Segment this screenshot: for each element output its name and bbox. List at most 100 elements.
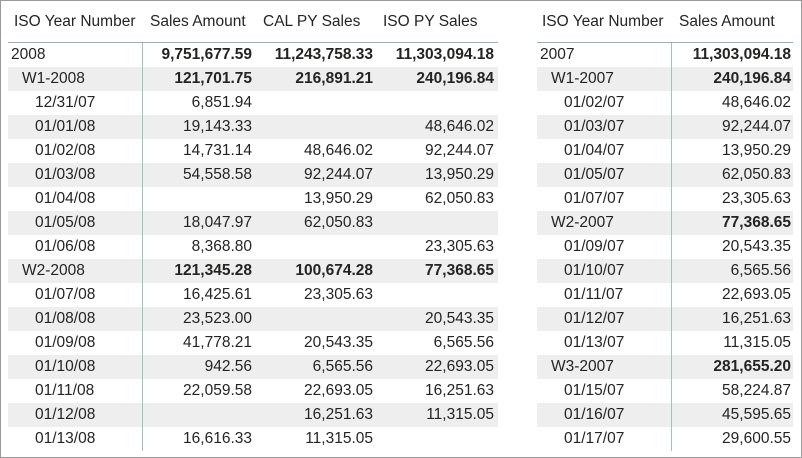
row-label: W3-2007 xyxy=(551,358,614,375)
row-label: 12/31/07 xyxy=(35,94,96,111)
row-label: 01/10/08 xyxy=(35,358,96,375)
table-row[interactable]: W1-2007 240,196.84 xyxy=(537,67,793,91)
cell-sales-amount: 22,059.58 xyxy=(183,382,252,399)
row-label: W1-2008 xyxy=(22,70,85,87)
row-label: 01/03/08 xyxy=(35,166,96,183)
cell-iso-py-sales: 48,646.02 xyxy=(425,118,494,135)
matrix-header: ISO Year Number Sales Amount CAL PY Sale… xyxy=(8,1,498,43)
cell-sales-amount: 281,655.20 xyxy=(713,358,791,375)
table-row[interactable]: 01/01/08 19,143.33 48,646.02 xyxy=(8,115,498,139)
row-label: 01/02/07 xyxy=(564,94,625,111)
header-sales-amount[interactable]: Sales Amount xyxy=(150,13,246,30)
header-iso-year-number[interactable]: ISO Year Number xyxy=(14,13,136,30)
table-row[interactable]: 01/09/08 41,778.21 20,543.35 6,565.56 xyxy=(8,331,498,355)
table-row[interactable]: 01/03/08 54,558.58 92,244.07 13,950.29 xyxy=(8,163,498,187)
row-label: 2008 xyxy=(11,46,46,63)
row-label: 01/11/07 xyxy=(564,286,624,303)
cell-sales-amount: 9,751,677.59 xyxy=(161,46,252,63)
row-label: 01/05/08 xyxy=(35,214,96,231)
row-label: 01/12/08 xyxy=(35,406,96,423)
table-row[interactable]: 01/12/07 16,251.63 xyxy=(537,307,793,331)
table-row[interactable]: 01/06/08 8,368.80 23,305.63 xyxy=(8,235,498,259)
table-row[interactable]: 01/03/07 92,244.07 xyxy=(537,115,793,139)
table-row[interactable]: 01/05/07 62,050.83 xyxy=(537,163,793,187)
row-label: 01/17/07 xyxy=(564,430,625,447)
table-row[interactable]: 01/11/07 22,693.05 xyxy=(537,283,793,307)
cell-sales-amount: 14,731.14 xyxy=(183,142,252,159)
table-row[interactable]: 01/02/07 48,646.02 xyxy=(537,91,793,115)
cell-iso-py-sales: 11,315.05 xyxy=(426,406,494,423)
cell-sales-amount: 92,244.07 xyxy=(722,118,791,135)
row-label: 01/16/07 xyxy=(564,406,625,423)
header-iso-year-number[interactable]: ISO Year Number xyxy=(542,13,664,30)
table-row[interactable]: 01/02/08 14,731.14 48,646.02 92,244.07 xyxy=(8,139,498,163)
cell-cal-py-sales: 92,244.07 xyxy=(304,166,373,183)
header-iso-py-sales[interactable]: ISO PY Sales xyxy=(383,13,478,30)
table-row[interactable]: 01/10/08 942.56 6,565.56 22,693.05 xyxy=(8,355,498,379)
row-label: 01/07/08 xyxy=(35,286,96,303)
cell-sales-amount: 13,950.29 xyxy=(722,142,791,159)
matrix-header: ISO Year Number Sales Amount xyxy=(537,1,793,43)
row-label: 01/06/08 xyxy=(35,238,96,255)
table-row[interactable]: 01/07/08 16,425.61 23,305.63 xyxy=(8,283,498,307)
table-row[interactable]: 01/09/07 20,543.35 xyxy=(537,235,793,259)
cell-iso-py-sales: 23,305.63 xyxy=(425,238,494,255)
table-row[interactable]: 01/12/08 16,251.63 11,315.05 xyxy=(8,403,498,427)
table-row[interactable]: 01/10/07 6,565.56 xyxy=(537,259,793,283)
matrix-body: 2007 11,303,094.18 W1-2007 240,196.84 01/02/… xyxy=(537,43,793,451)
table-row[interactable]: W2-2007 77,368.65 xyxy=(537,211,793,235)
row-label: 01/12/07 xyxy=(564,310,625,327)
row-label: 01/01/08 xyxy=(35,118,96,135)
cell-sales-amount: 16,251.63 xyxy=(722,310,791,327)
table-row[interactable]: 01/11/08 22,059.58 22,693.05 16,251.63 xyxy=(8,379,498,403)
matrix-body: 2008 9,751,677.59 11,243,758.33 11,303,094.… xyxy=(8,43,498,451)
table-row[interactable]: W1-2008 121,701.75 216,891.21 240,196.84 xyxy=(8,67,498,91)
cell-sales-amount: 62,050.83 xyxy=(722,166,791,183)
cell-sales-amount: 22,693.05 xyxy=(722,286,791,303)
row-label: 01/13/08 xyxy=(35,430,96,447)
table-row[interactable]: 01/04/07 13,950.29 xyxy=(537,139,793,163)
row-label: W2-2008 xyxy=(22,262,85,279)
cell-cal-py-sales: 13,950.29 xyxy=(304,190,373,207)
table-row[interactable]: 01/07/07 23,305.63 xyxy=(537,187,793,211)
cell-sales-amount: 23,305.63 xyxy=(722,190,791,207)
table-row[interactable]: 01/04/08 13,950.29 62,050.83 xyxy=(8,187,498,211)
cell-cal-py-sales: 216,891.21 xyxy=(295,70,373,87)
cell-cal-py-sales: 20,543.35 xyxy=(304,334,373,351)
row-label: 01/09/07 xyxy=(564,238,625,255)
table-row[interactable]: 01/08/08 23,523.00 20,543.35 xyxy=(8,307,498,331)
table-row[interactable]: 01/16/07 45,595.65 xyxy=(537,403,793,427)
cell-sales-amount: 16,616.33 xyxy=(183,430,252,447)
header-cal-py-sales[interactable]: CAL PY Sales xyxy=(263,13,361,30)
cell-sales-amount: 8,368.80 xyxy=(191,238,252,255)
table-row[interactable]: 01/17/07 29,600.55 xyxy=(537,427,793,451)
table-row[interactable]: W2-2008 121,345.28 100,674.28 77,368.65 xyxy=(8,259,498,283)
cell-cal-py-sales: 11,243,758.33 xyxy=(274,46,373,63)
matrix-iso-year-left[interactable]: ISO Year Number Sales Amount CAL PY Sale… xyxy=(8,1,498,451)
table-row[interactable]: 01/15/07 58,224.87 xyxy=(537,379,793,403)
row-label: 01/03/07 xyxy=(564,118,625,135)
table-row[interactable]: 01/13/08 16,616.33 11,315.05 xyxy=(8,427,498,451)
row-label: W1-2007 xyxy=(551,70,614,87)
row-label: 01/04/07 xyxy=(564,142,625,159)
cell-cal-py-sales: 62,050.83 xyxy=(304,214,373,231)
table-row[interactable]: 2007 11,303,094.18 xyxy=(537,43,793,67)
table-row[interactable]: W3-2007 281,655.20 xyxy=(537,355,793,379)
cell-sales-amount: 20,543.35 xyxy=(722,238,791,255)
table-row[interactable]: 01/05/08 18,047.97 62,050.83 xyxy=(8,211,498,235)
cell-sales-amount: 18,047.97 xyxy=(183,214,252,231)
row-label: 01/08/08 xyxy=(35,310,96,327)
table-row[interactable]: 12/31/07 6,851.94 xyxy=(8,91,498,115)
cell-sales-amount: 240,196.84 xyxy=(713,70,791,87)
matrix-iso-year-right[interactable]: ISO Year Number Sales Amount 2007 11,303,… xyxy=(537,1,793,451)
header-sales-amount[interactable]: Sales Amount xyxy=(679,13,775,30)
cell-cal-py-sales: 6,565.56 xyxy=(312,358,373,375)
cell-sales-amount: 11,303,094.18 xyxy=(692,46,791,63)
row-label: 01/04/08 xyxy=(35,190,96,207)
row-label: 01/07/07 xyxy=(564,190,625,207)
table-row[interactable]: 01/13/07 11,315.05 xyxy=(537,331,793,355)
table-row[interactable]: 2008 9,751,677.59 11,243,758.33 11,303,094.… xyxy=(8,43,498,67)
cell-iso-py-sales: 240,196.84 xyxy=(416,70,494,87)
row-label: 01/05/07 xyxy=(564,166,625,183)
